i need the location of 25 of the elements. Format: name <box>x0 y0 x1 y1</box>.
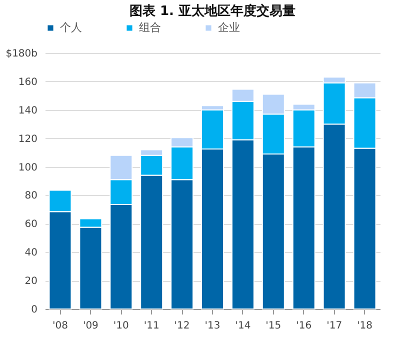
y-tick-label: 40 <box>24 248 38 259</box>
y-tick-label: 160 <box>18 76 38 88</box>
y-tick-label: 80 <box>24 190 38 202</box>
y-tick-label: 120 <box>18 134 38 145</box>
y-tick-label: 60 <box>24 219 38 230</box>
x-tick-label: '09 <box>82 320 98 332</box>
x-tick-label: '08 <box>52 320 68 332</box>
x-tick-label: '14 <box>235 320 251 332</box>
y-tick-label: 0 <box>31 304 38 316</box>
legend-label: 组合 <box>139 20 161 34</box>
chart-title: 图表 1. 亚太地区年度交易量 <box>129 3 296 19</box>
y-tick-label: 20 <box>24 276 38 288</box>
legend-label: 企业 <box>218 20 240 34</box>
x-tick-label: '11 <box>144 320 160 332</box>
y-tick-label: 140 <box>18 105 38 116</box>
x-tick-label: '10 <box>113 320 129 332</box>
x-tick-label: '15 <box>266 320 282 332</box>
x-tick-label: '16 <box>296 320 312 332</box>
x-tick-label: '12 <box>174 320 190 332</box>
y-tick-label: 100 <box>18 162 38 174</box>
x-tick-label: '17 <box>326 320 342 332</box>
legend-label: 个人 <box>60 20 82 34</box>
x-tick-label: '18 <box>357 320 373 332</box>
x-tick-label: '13 <box>204 320 220 332</box>
y-tick-label: $180b <box>6 48 38 60</box>
